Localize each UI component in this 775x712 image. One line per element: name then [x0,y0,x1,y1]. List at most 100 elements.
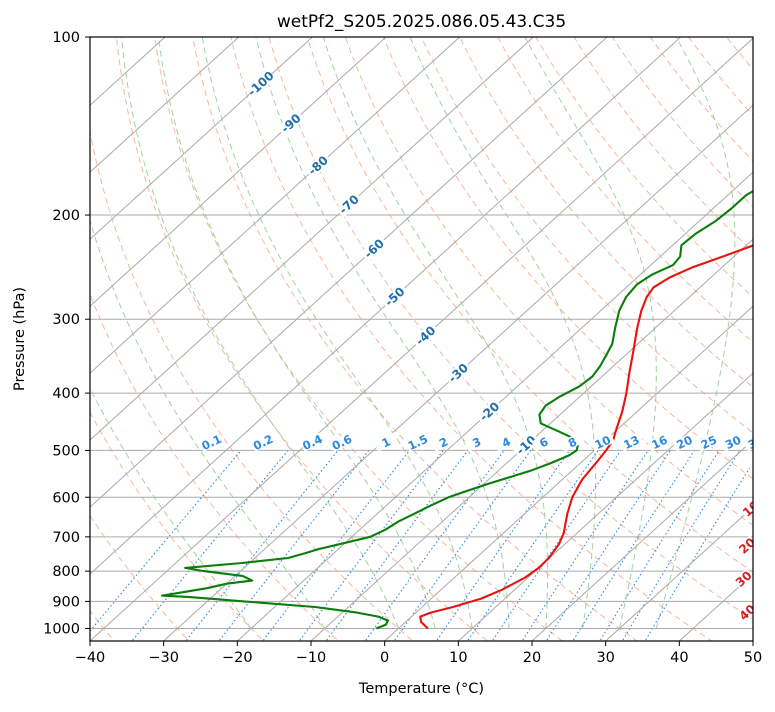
dry-adiabat-line [382,37,753,480]
isotherm-line [90,37,534,441]
mixing-ratio-label-bg [329,432,355,452]
x-tick-label: 50 [744,650,762,666]
moist-adiabat-line [322,37,549,629]
mixing-ratio-label-bg [373,432,399,452]
mixing-ratio-label: 16 [649,433,669,452]
plot-frame [89,36,754,642]
dry-adiabat-line [230,37,713,641]
mixing-ratio-label-bg [405,432,430,452]
mixing-ratio-label: 20 [674,433,694,452]
chart-title: wetPf2_S205.2025.086.05.43.C35 [277,12,566,32]
dry-adiabat-line [306,37,753,573]
isotherm-label-bg [335,191,363,218]
moist-adiabat-line [201,37,473,629]
isotherm-label-bg [360,235,388,262]
x-tick-label: 20 [523,650,541,666]
isotherm-label-bg [475,398,504,425]
mixing-ratio-label-bg [431,432,456,452]
isotherm-line [90,37,682,575]
moist-adiabat-line [524,37,657,629]
temperature-line [419,244,753,630]
mixing-ratio-label-bg [199,432,224,452]
isotherm-line [90,37,240,173]
mixing-ratio-label: 30 [723,433,743,452]
adiabat-label-bg [746,452,753,474]
moist-adiabat-line [121,37,399,629]
mixing-ratio-label-bg [618,432,644,452]
isotherm-line [90,37,608,508]
y-tick-label: 100 [52,30,80,46]
y-tick-label: 400 [52,386,80,402]
line-labels: -100-90-80-70-60-50-40-30-20-10010203040… [199,69,766,623]
mixing-ratio-label-bg [743,432,753,452]
moist-adiabat-line [655,37,736,629]
x-tick-label: −10 [296,650,327,666]
dry-adiabat-line [192,37,638,641]
x-tick-label: −40 [75,650,106,666]
isotherm-line [310,238,753,641]
dry-adiabat-line [154,37,564,641]
x-tick-label: −30 [148,650,179,666]
y-tick-label: 1000 [43,621,80,637]
isotherm-line [90,37,313,240]
moist-adiabat-line [409,37,596,629]
isotherm-line [236,171,753,641]
mixing-ratio-label-bg [299,432,325,452]
isotherm-line [531,439,753,641]
y-tick-label: 500 [52,443,80,459]
mixing-ratio-label: 10 [593,433,613,452]
x-tick-label: 40 [670,650,688,666]
dry-adiabat-line [90,514,190,641]
dry-adiabat-line [611,37,753,208]
mixing-ratio-line [218,450,370,641]
isotherm-label-bg [412,322,440,349]
moist-adiabat-line [157,37,436,629]
y-tick-label: 300 [52,312,80,328]
x-tick-label: 10 [449,650,467,666]
y-tick-label: 600 [52,490,80,506]
mixing-ratio-line [545,450,671,641]
mixing-ratio-line [572,450,696,641]
mixing-ratio-line [491,450,622,641]
adiabat-label: 0 [750,455,766,471]
mixing-ratio-label-bg [464,432,489,452]
dry-adiabat-line [459,37,753,388]
y-tick-label: 700 [52,530,80,546]
dry-adiabat-line [421,37,753,434]
x-tick-label: −20 [222,650,253,666]
dry-adiabat-line [90,292,340,641]
mixing-ratio-label-bg [250,432,276,452]
mixing-ratio-label: 25 [699,433,719,452]
isotherm-line [605,506,753,641]
mixing-ratio-line [325,450,469,641]
isotherm-line [163,104,753,641]
mixing-ratio-line [599,450,720,641]
mixing-ratio-label-bg [493,432,519,452]
adiabat-label-bg [733,568,753,590]
isotherm-label-bg [444,359,473,387]
mixing-ratio-label-bg [560,432,585,452]
dry-adiabat-line [90,411,265,641]
dewpoint-line [160,189,753,630]
mixing-ratio-line [435,450,571,641]
mixing-ratio-line [521,450,649,641]
mixing-ratio-line [393,450,532,641]
axes: −40 −30 −20 −10 0 10 20 30 40 50 100 200 300 400 500 60… [43,30,762,666]
mixing-ratio-label-bg [696,432,721,452]
adiabat-label: 30 [733,568,755,590]
data-series [160,189,753,630]
isotherm-line [90,37,461,374]
mixing-ratio-line [621,450,741,641]
isotherm-line [90,37,387,307]
isotherm-label-bg [304,152,332,179]
mixing-ratio-line [185,450,339,641]
y-tick-label: 200 [52,208,80,224]
x-tick-label: 0 [380,650,389,666]
dry-adiabat-line [268,37,753,621]
mixing-ratio-label-bg [590,432,615,452]
isotherm-label-bg [247,70,275,98]
mixing-ratio-label: 36 [746,433,766,452]
